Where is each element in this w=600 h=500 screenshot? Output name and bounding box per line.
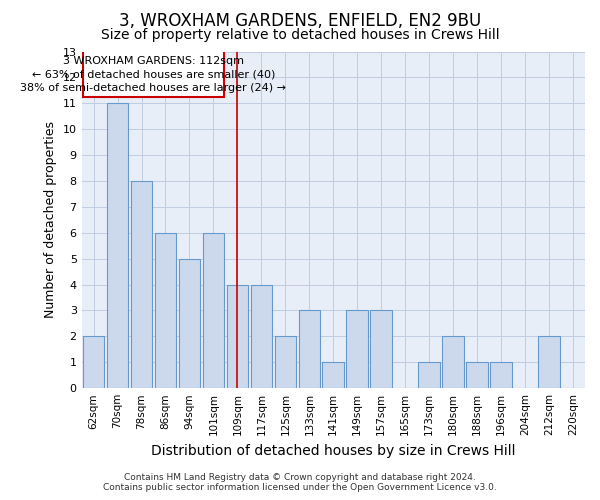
Bar	[107, 104, 128, 388]
Bar	[83, 336, 104, 388]
Bar	[418, 362, 440, 388]
Bar	[179, 258, 200, 388]
Bar	[346, 310, 368, 388]
Text: 38% of semi-detached houses are larger (24) →: 38% of semi-detached houses are larger (…	[20, 83, 286, 93]
Bar	[251, 284, 272, 388]
Bar	[490, 362, 512, 388]
Bar	[370, 310, 392, 388]
Bar	[442, 336, 464, 388]
Text: 3, WROXHAM GARDENS, ENFIELD, EN2 9BU: 3, WROXHAM GARDENS, ENFIELD, EN2 9BU	[119, 12, 481, 30]
Bar	[155, 233, 176, 388]
Bar	[203, 233, 224, 388]
Text: ← 63% of detached houses are smaller (40): ← 63% of detached houses are smaller (40…	[32, 70, 275, 80]
Bar	[299, 310, 320, 388]
X-axis label: Distribution of detached houses by size in Crews Hill: Distribution of detached houses by size …	[151, 444, 515, 458]
Bar	[466, 362, 488, 388]
Bar	[322, 362, 344, 388]
Bar	[131, 181, 152, 388]
Bar	[538, 336, 560, 388]
Y-axis label: Number of detached properties: Number of detached properties	[44, 122, 57, 318]
Bar	[227, 284, 248, 388]
Bar	[275, 336, 296, 388]
Text: Size of property relative to detached houses in Crews Hill: Size of property relative to detached ho…	[101, 28, 499, 42]
FancyBboxPatch shape	[83, 50, 224, 97]
Text: Contains HM Land Registry data © Crown copyright and database right 2024.
Contai: Contains HM Land Registry data © Crown c…	[103, 473, 497, 492]
Text: 3 WROXHAM GARDENS: 112sqm: 3 WROXHAM GARDENS: 112sqm	[63, 56, 244, 66]
